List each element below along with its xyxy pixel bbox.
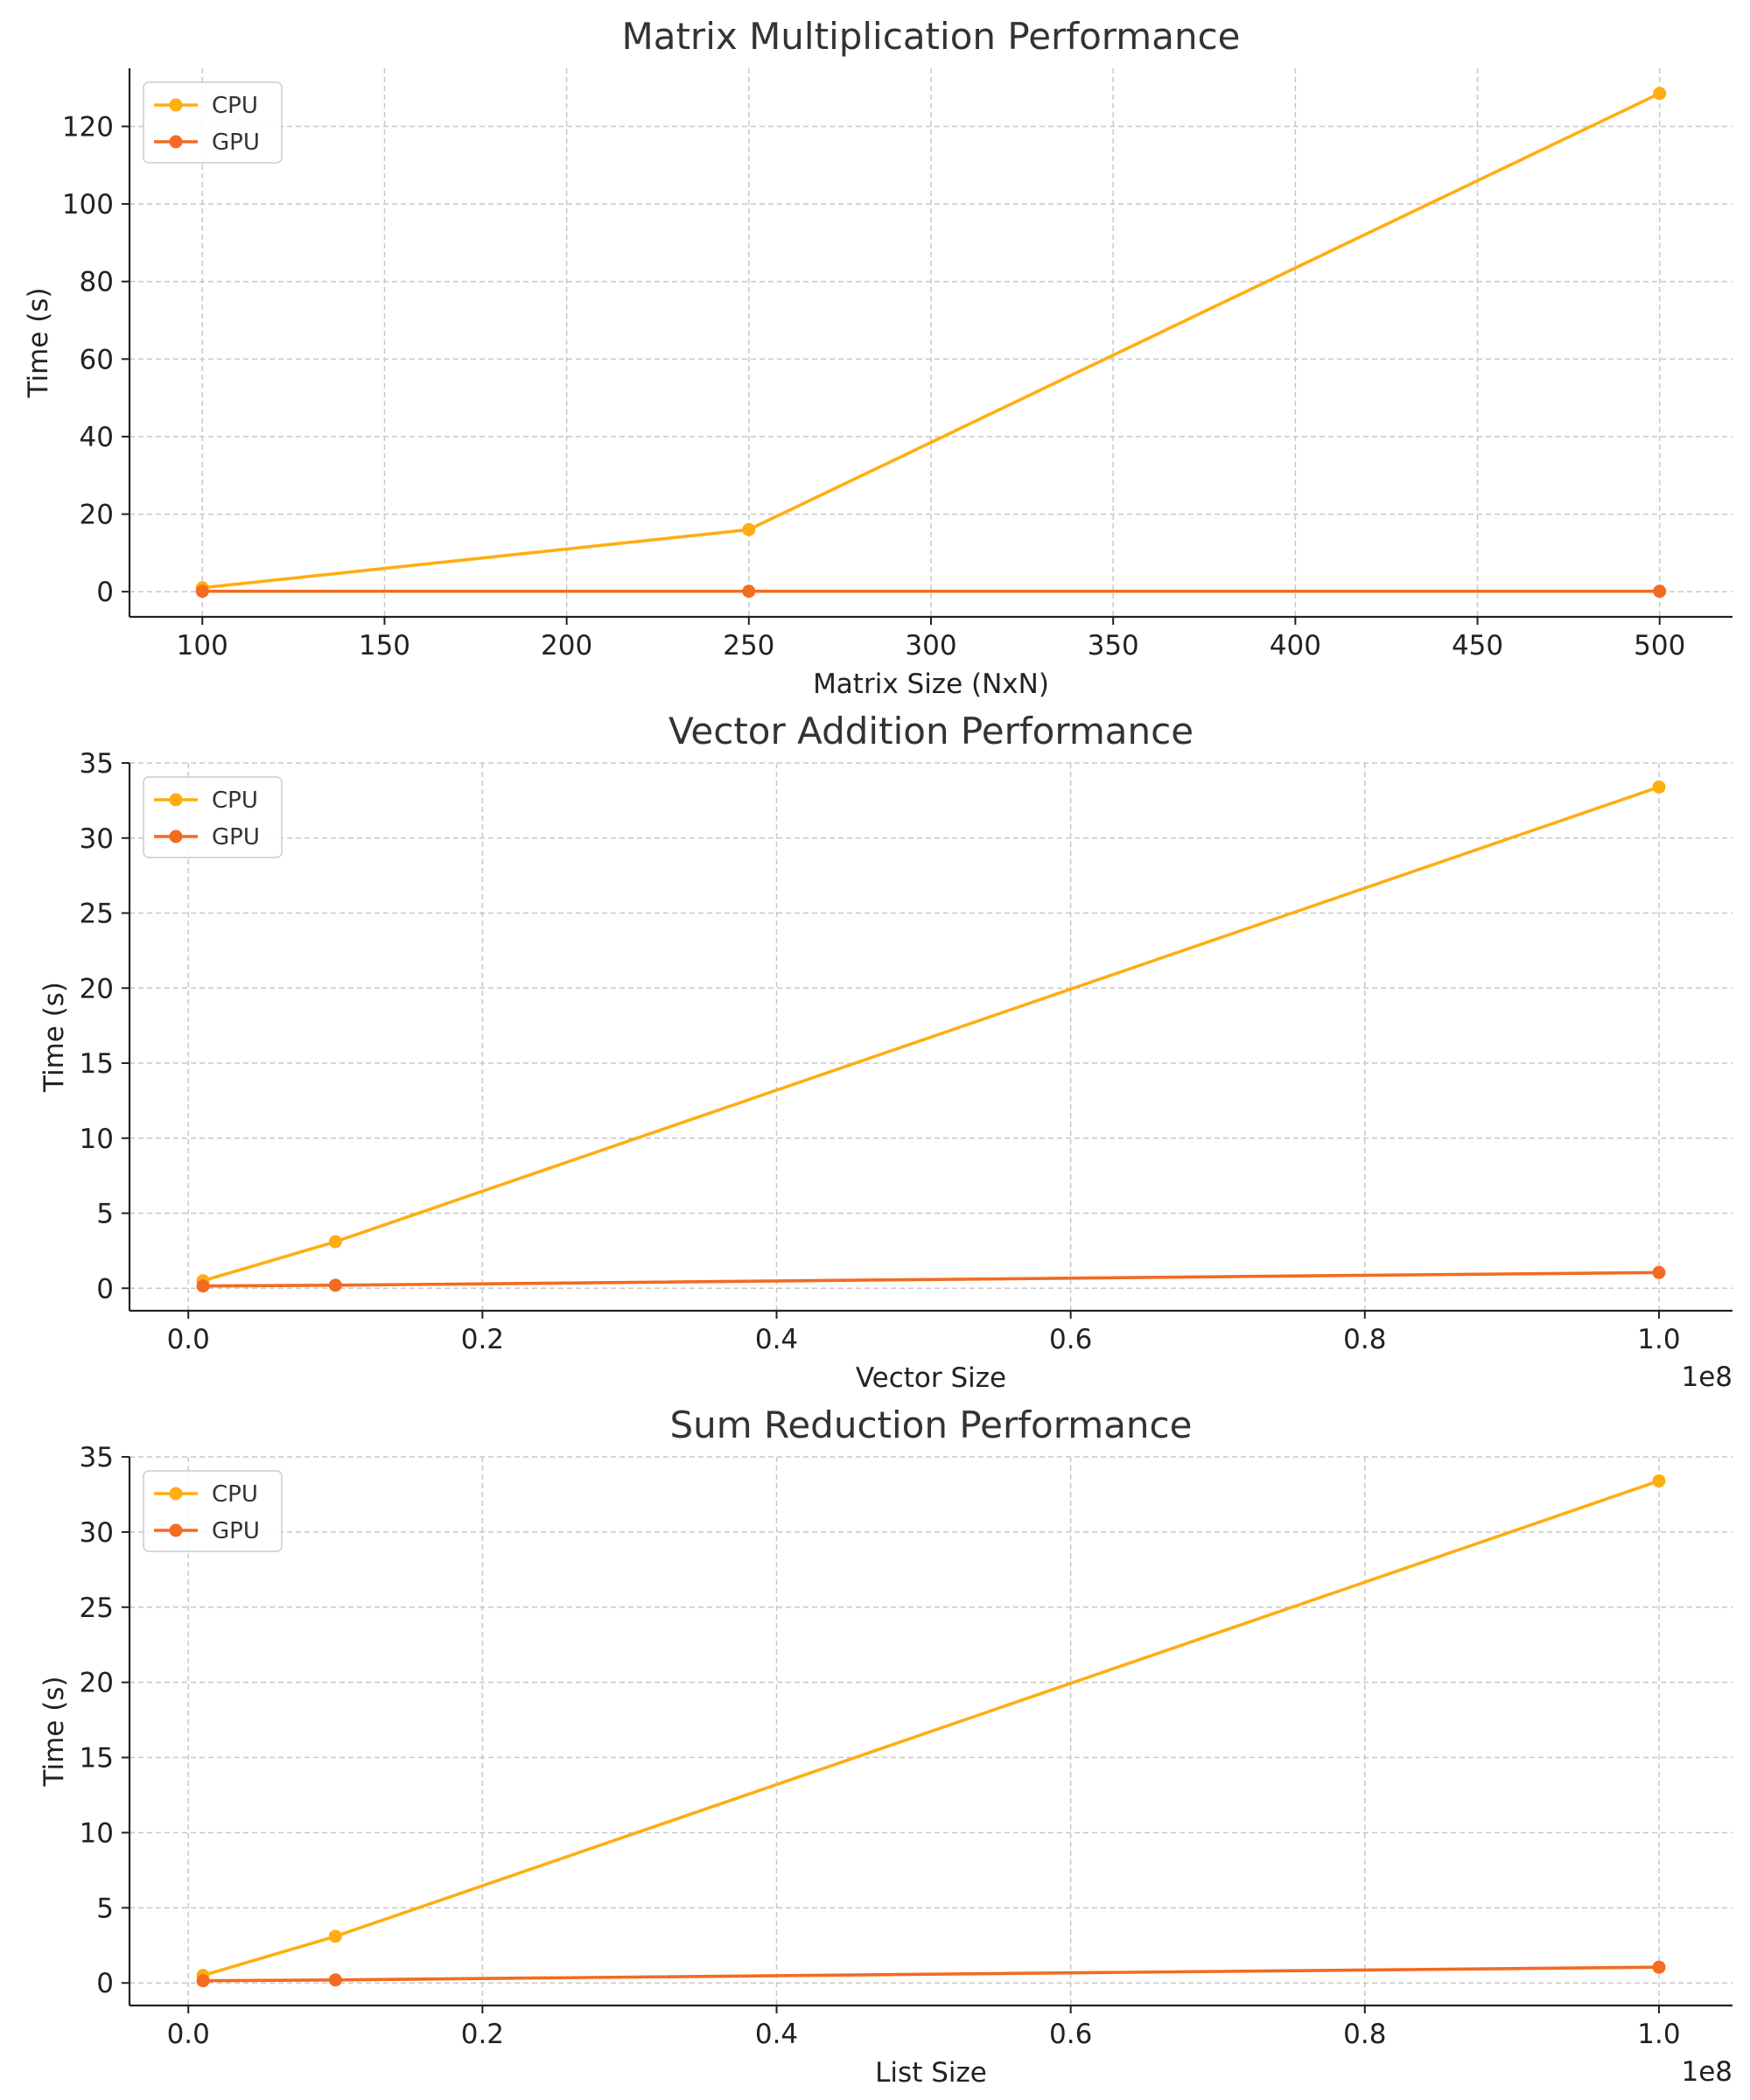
x-tick-label: 400 [1270,630,1321,662]
y-tick-label: 0 [96,1273,114,1305]
y-tick-label: 20 [80,1668,114,1699]
x-tick-label: 0.6 [1049,1324,1092,1355]
y-tick-label: 35 [80,748,114,780]
x-offset-label: 1e8 [1681,2056,1732,2088]
x-tick-label: 0.8 [1343,1324,1386,1355]
data-point-gpu [195,584,209,598]
legend-label-gpu: GPU [212,1518,260,1544]
y-axis-label: Time (s) [38,982,70,1093]
x-tick-label: 0.8 [1343,2019,1386,2050]
data-point-cpu [1652,1474,1666,1488]
y-tick-label: 5 [96,1893,114,1924]
y-tick-label: 0 [96,577,114,608]
x-tick-label: 0.2 [461,1324,504,1355]
series-line-cpu [202,785,1660,1283]
legend: CPU GPU [143,776,283,858]
data-point-gpu [328,1973,342,1987]
x-tick-label: 250 [723,630,774,662]
data-point-gpu [196,1974,210,1988]
chart-title: Sum Reduction Performance [669,1404,1192,1446]
data-point-cpu [742,522,756,536]
data-point-gpu [1653,584,1667,598]
x-tick-label: 0.0 [167,2019,210,2050]
x-tick-label: 0.4 [755,2019,798,2050]
y-tick-label: 20 [80,973,114,1004]
series-line-cpu [202,1479,1660,1978]
data-point-gpu [328,1278,342,1292]
chart-title: Matrix Multiplication Performance [621,15,1240,58]
data-point-gpu [1652,1960,1666,1974]
y-tick-label: 60 [80,344,114,375]
y-tick-label: 15 [80,1743,114,1774]
y-tick-label: 120 [62,111,114,143]
legend-label-cpu: CPU [212,788,258,814]
x-tick-label: 350 [1088,630,1139,662]
x-tick-label: 500 [1634,630,1685,662]
series-line-gpu [203,1270,1659,1288]
x-axis-label: Vector Size [856,1362,1006,1394]
data-point-cpu [328,1929,342,1943]
x-tick-label: 0.2 [461,2019,504,2050]
x-axis-label: Matrix Size (NxN) [813,668,1049,700]
chart-2: 0.0 0.2 0.4 0.6 0.8 1.0 0 5 10 15 20 25 30 35 1e8 Vecto… [38,710,1732,1394]
x-tick-label: 0.0 [167,1324,210,1355]
legend-swatch-marker [169,1487,183,1501]
y-tick-label: 25 [80,899,114,930]
x-offset-label: 1e8 [1681,1362,1732,1393]
x-axis-label: List Size [875,2057,987,2089]
data-point-gpu [196,1279,210,1293]
y-tick-label: 100 [62,189,114,220]
x-tick-label: 300 [905,630,956,662]
legend-label-gpu: GPU [212,824,260,850]
x-tick-label: 1.0 [1637,1324,1680,1355]
legend-label-gpu: GPU [212,130,260,156]
y-tick-label: 20 [80,500,114,531]
x-tick-label: 200 [541,630,592,662]
data-point-gpu [1652,1265,1666,1279]
legend-swatch-marker [169,98,183,112]
data-point-cpu [328,1235,342,1249]
y-tick-label: 30 [80,1517,114,1549]
data-point-cpu [1652,780,1666,794]
legend-label-cpu: CPU [212,93,258,119]
x-tick-label: 100 [177,630,228,662]
x-tick-label: 450 [1452,630,1503,662]
data-point-gpu [742,584,756,598]
chart-title: Vector Addition Performance [668,710,1194,752]
legend: CPU GPU [143,1470,283,1552]
x-tick-label: 1.0 [1637,2019,1680,2050]
y-axis-label: Time (s) [38,1676,70,1787]
x-tick-label: 0.6 [1049,2019,1092,2050]
y-tick-label: 30 [80,823,114,855]
legend-label-cpu: CPU [212,1481,258,1508]
y-tick-label: 35 [80,1442,114,1474]
y-tick-label: 0 [96,1968,114,1999]
legend-swatch-marker [169,830,183,844]
y-tick-label: 10 [80,1124,114,1155]
y-tick-label: 80 [80,267,114,298]
chart-1: 100 150 200 250 300 350 400 450 500 0 20 40 60 80 100 1… [23,15,1732,700]
y-tick-label: 40 [80,422,114,453]
legend-swatch-marker [169,793,183,807]
legend-swatch-marker [169,1523,183,1537]
y-tick-label: 5 [96,1199,114,1230]
series-line-gpu [203,1965,1659,1983]
y-axis-label: Time (s) [23,287,54,398]
y-tick-label: 15 [80,1048,114,1080]
x-tick-label: 150 [359,630,410,662]
legend-swatch-marker [169,135,183,149]
y-tick-label: 10 [80,1817,114,1849]
data-point-cpu [1653,87,1667,101]
y-tick-label: 25 [80,1592,114,1624]
x-tick-label: 0.4 [755,1324,798,1355]
legend: CPU GPU [143,81,283,164]
chart-3: 0.0 0.2 0.4 0.6 0.8 1.0 0 5 10 15 20 25 30 35 1e8 Sum R… [38,1404,1732,2089]
